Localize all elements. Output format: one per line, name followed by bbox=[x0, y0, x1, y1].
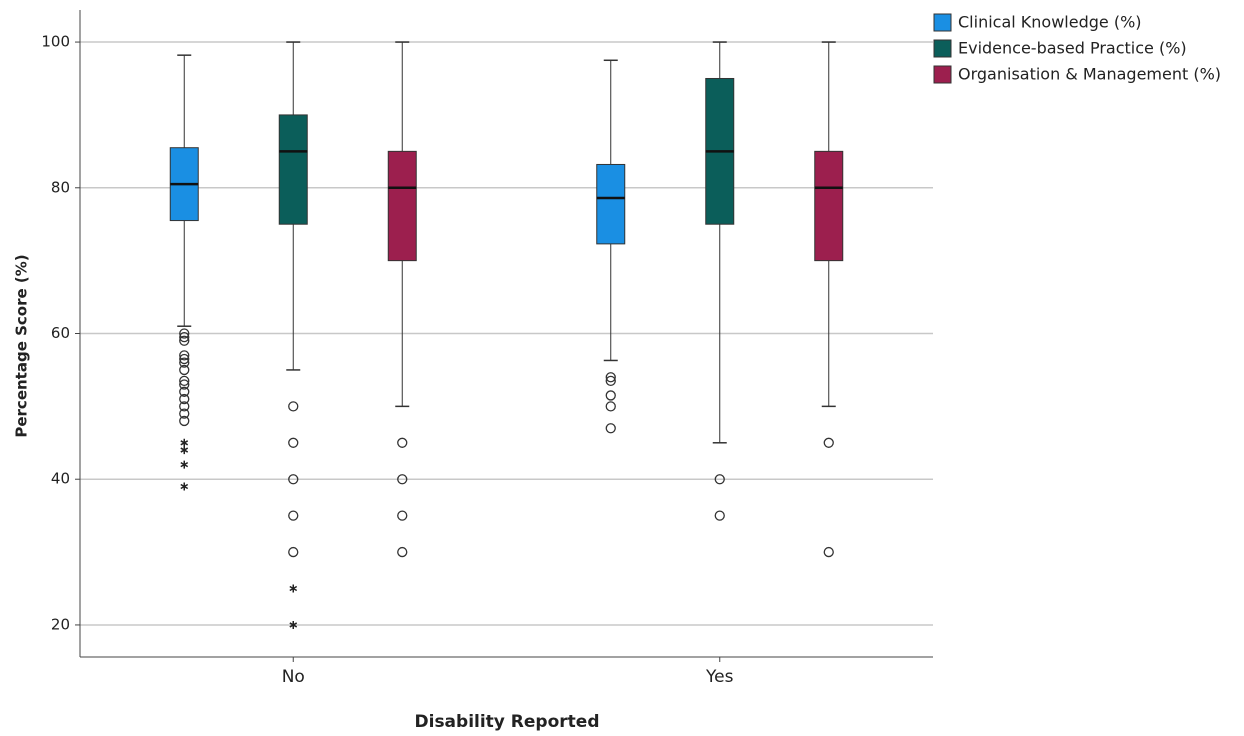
outlier bbox=[288, 510, 299, 521]
outlier bbox=[605, 423, 616, 434]
outlier bbox=[179, 401, 190, 412]
legend-swatch bbox=[933, 65, 952, 84]
outlier bbox=[179, 335, 190, 346]
y-tick-label: 20 bbox=[51, 615, 70, 633]
outlier bbox=[288, 401, 299, 412]
y-tick-label: 100 bbox=[41, 33, 70, 51]
extreme bbox=[180, 446, 189, 455]
outlier bbox=[179, 393, 190, 405]
outlier bbox=[288, 437, 299, 448]
outlier bbox=[605, 390, 616, 401]
legend-label: Clinical Knowledge (%) bbox=[958, 13, 1142, 32]
outlier bbox=[823, 437, 834, 448]
outlier bbox=[179, 408, 190, 419]
box bbox=[596, 163, 626, 245]
outlier bbox=[179, 328, 190, 339]
outlier bbox=[179, 350, 190, 361]
outlier bbox=[179, 386, 190, 397]
legend-swatch bbox=[933, 39, 952, 58]
extreme bbox=[180, 438, 189, 447]
extreme bbox=[180, 460, 189, 469]
outlier bbox=[179, 379, 190, 390]
legend-label: Evidence-based Practice (%) bbox=[958, 39, 1187, 58]
outlier bbox=[397, 474, 408, 485]
outlier bbox=[288, 546, 299, 558]
outlier bbox=[714, 474, 725, 485]
y-tick-label: 40 bbox=[51, 470, 70, 488]
outlier bbox=[179, 415, 190, 427]
outlier bbox=[605, 375, 616, 387]
y-tick-label: 60 bbox=[51, 324, 70, 342]
extreme bbox=[289, 584, 298, 593]
outlier bbox=[397, 510, 408, 521]
box bbox=[278, 114, 308, 225]
extreme bbox=[289, 620, 298, 629]
box bbox=[814, 150, 844, 262]
outlier bbox=[179, 364, 190, 376]
legend-label: Organisation & Management (%) bbox=[958, 65, 1221, 84]
outlier bbox=[605, 401, 616, 412]
outlier bbox=[397, 437, 408, 448]
outlier bbox=[288, 474, 299, 485]
outlier bbox=[823, 546, 834, 558]
outlier bbox=[179, 331, 190, 343]
outlier bbox=[605, 372, 616, 383]
outlier bbox=[397, 546, 408, 558]
box bbox=[387, 150, 417, 262]
x-axis-label: Disability Reported bbox=[415, 712, 600, 732]
y-axis-label: Percentage Score (%) bbox=[13, 254, 31, 437]
outlier bbox=[179, 375, 190, 387]
y-tick-label: 80 bbox=[51, 178, 70, 196]
outlier bbox=[179, 357, 190, 368]
x-tick-label: No bbox=[282, 667, 305, 687]
legend-swatch bbox=[933, 13, 952, 32]
x-tick-label: Yes bbox=[705, 667, 734, 687]
outlier bbox=[179, 353, 190, 365]
outlier bbox=[714, 510, 725, 521]
extreme bbox=[180, 482, 189, 491]
